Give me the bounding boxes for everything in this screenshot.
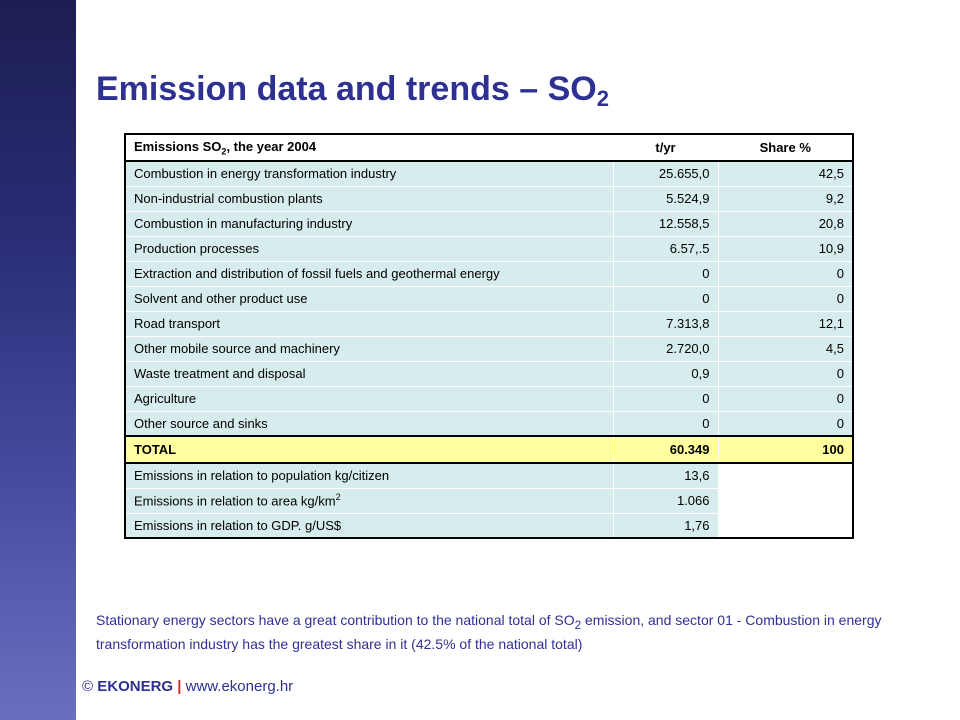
emissions-table-wrapper: Emissions SO2, the year 2004 t/yr Share …	[124, 133, 854, 539]
row-tyr: 0	[612, 410, 719, 437]
row-label: Waste treatment and disposal	[124, 360, 614, 387]
brand-name: EKONERG	[97, 678, 174, 695]
row-label: Other source and sinks	[124, 410, 614, 437]
relation-label: Emissions in relation to population kg/c…	[124, 462, 614, 489]
row-tyr: 0	[612, 285, 719, 312]
header-share: Share %	[717, 133, 854, 162]
row-share: 10,9	[717, 235, 854, 262]
row-tyr: 0	[612, 385, 719, 412]
row-tyr: 25.655,0	[612, 160, 719, 187]
row-share: 9,2	[717, 185, 854, 212]
row-tyr: 5.524,9	[612, 185, 719, 212]
total-row: TOTAL 60.349 100	[124, 435, 854, 464]
row-tyr: 0,9	[612, 360, 719, 387]
row-tyr: 2.720,0	[612, 335, 719, 362]
total-label: TOTAL	[124, 435, 614, 464]
row-share: 0	[717, 285, 854, 312]
footer: © EKONERG | www.ekonerg.hr	[82, 678, 293, 695]
footer-separator: |	[177, 678, 182, 695]
header-tyr: t/yr	[612, 133, 719, 162]
row-label: Combustion in energy transformation indu…	[124, 160, 614, 187]
row-share: 0	[717, 360, 854, 387]
row-label: Production processes	[124, 235, 614, 262]
row-label: Solvent and other product use	[124, 285, 614, 312]
relation-blank-cell	[717, 462, 854, 489]
row-label: Combustion in manufacturing industry	[124, 210, 614, 237]
relation-value: 13,6	[612, 462, 719, 489]
table-row: Extraction and distribution of fossil fu…	[124, 260, 854, 287]
footer-url-link[interactable]: www.ekonerg.hr	[185, 678, 294, 695]
emissions-table: Emissions SO2, the year 2004 t/yr Share …	[124, 133, 854, 539]
table-row: Other source and sinks 0 0	[124, 410, 854, 437]
table-row: Waste treatment and disposal 0,9 0	[124, 360, 854, 387]
total-share: 100	[717, 435, 854, 464]
header-label: Emissions SO2, the year 2004	[124, 133, 614, 162]
row-share: 4,5	[717, 335, 854, 362]
relation-blank-cell	[717, 487, 854, 514]
row-share: 0	[717, 260, 854, 287]
relation-value: 1.066	[612, 487, 719, 514]
sidebar-gradient-bar	[0, 0, 76, 720]
copyright-symbol: ©	[82, 678, 94, 695]
relation-row-area: Emissions in relation to area kg/km2 1.0…	[124, 487, 854, 514]
table-row: Agriculture 0 0	[124, 385, 854, 412]
relation-row-population: Emissions in relation to population kg/c…	[124, 462, 854, 489]
relation-row-gdp: Emissions in relation to GDP. g/US$ 1,76	[124, 512, 854, 539]
relation-label: Emissions in relation to GDP. g/US$	[124, 512, 614, 539]
table-row: Solvent and other product use 0 0	[124, 285, 854, 312]
total-tyr: 60.349	[612, 435, 719, 464]
relation-blank-cell	[717, 512, 854, 539]
page-title: Emission data and trends – SO2	[96, 70, 609, 111]
table-header-row: Emissions SO2, the year 2004 t/yr Share …	[124, 133, 854, 162]
table-row: Non-industrial combustion plants 5.524,9…	[124, 185, 854, 212]
row-share: 0	[717, 410, 854, 437]
row-tyr: 12.558,5	[612, 210, 719, 237]
row-tyr: 0	[612, 260, 719, 287]
table-row: Combustion in manufacturing industry 12.…	[124, 210, 854, 237]
row-share: 42,5	[717, 160, 854, 187]
table-row: Production processes 6.57,.5 10,9	[124, 235, 854, 262]
row-label: Extraction and distribution of fossil fu…	[124, 260, 614, 287]
summary-note: Stationary energy sectors have a great c…	[96, 612, 882, 652]
row-tyr: 7.313,8	[612, 310, 719, 337]
relation-value: 1,76	[612, 512, 719, 539]
table-row: Combustion in energy transformation indu…	[124, 160, 854, 187]
row-tyr: 6.57,.5	[612, 235, 719, 262]
row-share: 20,8	[717, 210, 854, 237]
row-label: Other mobile source and machinery	[124, 335, 614, 362]
row-label: Agriculture	[124, 385, 614, 412]
table-row: Road transport 7.313,8 12,1	[124, 310, 854, 337]
row-share: 0	[717, 385, 854, 412]
row-label: Road transport	[124, 310, 614, 337]
row-label: Non-industrial combustion plants	[124, 185, 614, 212]
table-row: Other mobile source and machinery 2.720,…	[124, 335, 854, 362]
relation-label: Emissions in relation to area kg/km2	[124, 487, 614, 514]
row-share: 12,1	[717, 310, 854, 337]
